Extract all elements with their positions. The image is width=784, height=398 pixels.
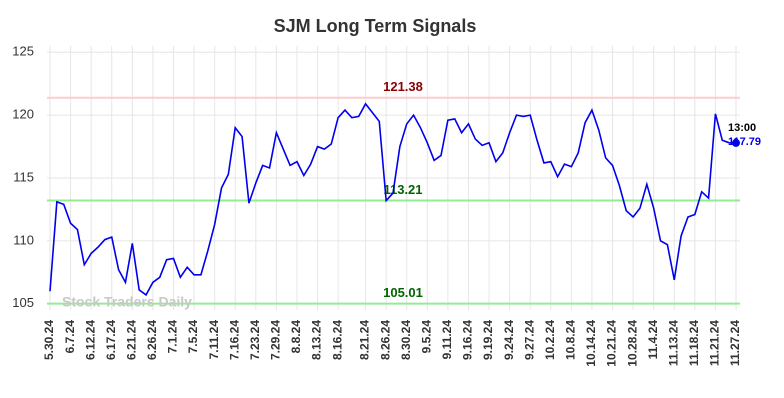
x-tick-label: 7.11.24 — [207, 320, 221, 360]
x-tick-label: 11.4.24 — [646, 320, 660, 360]
x-tick-label: 6.12.24 — [83, 320, 97, 360]
y-tick-label: 120 — [12, 107, 34, 122]
x-tick-label: 8.13.24 — [310, 320, 324, 360]
x-tick-label: 7.29.24 — [269, 320, 283, 360]
y-tick-label: 105 — [12, 295, 34, 310]
x-tick-label: 10.21.24 — [605, 320, 619, 367]
x-tick-label: 9.5.24 — [419, 320, 433, 354]
last-value-label: 117.79 — [728, 136, 761, 148]
x-tick-label: 9.24.24 — [502, 320, 516, 360]
x-tick-label: 11.21.24 — [708, 320, 722, 366]
watermark: Stock Traders Daily — [62, 294, 192, 310]
x-tick-label: 11.18.24 — [687, 320, 701, 366]
x-tick-label: 7.5.24 — [186, 320, 200, 354]
x-tick-label: 10.8.24 — [564, 320, 578, 360]
last-point — [732, 138, 740, 147]
x-tick-label: 10.2.24 — [543, 320, 557, 360]
x-tick-label: 6.21.24 — [124, 320, 138, 360]
x-tick-label: 8.21.24 — [358, 320, 372, 360]
x-tick-label: 7.1.24 — [166, 320, 180, 354]
x-tick-label: 9.27.24 — [522, 320, 536, 360]
x-tick-label: 10.14.24 — [584, 320, 598, 367]
y-tick-label: 125 — [12, 44, 34, 59]
reference-label: 105.01 — [383, 285, 423, 300]
x-tick-label: 6.26.24 — [145, 320, 159, 360]
x-tick-label: 8.16.24 — [330, 320, 344, 360]
x-tick-label: 7.23.24 — [248, 320, 262, 360]
reference-label: 121.38 — [383, 79, 423, 94]
price-line — [49, 102, 737, 297]
x-tick-label: 7.16.24 — [227, 320, 241, 360]
x-tick-label: 5.30.24 — [42, 320, 56, 360]
x-tick-label: 9.19.24 — [481, 320, 495, 360]
x-tick-label: 8.8.24 — [289, 320, 303, 354]
x-tick-label: 6.7.24 — [63, 320, 77, 354]
x-tick-label: 11.13.24 — [666, 320, 680, 366]
y-tick-label: 110 — [13, 232, 34, 247]
x-tick-label: 9.11.24 — [440, 320, 454, 360]
x-tick-label: 10.28.24 — [625, 320, 639, 367]
reference-label: 113.21 — [383, 182, 422, 197]
chart-title: SJM Long Term Signals — [274, 16, 477, 36]
x-tick-label: 6.17.24 — [104, 320, 118, 360]
x-tick-label: 8.26.24 — [378, 320, 392, 360]
x-tick-label: 11.27.24 — [728, 320, 742, 366]
x-tick-label: 9.16.24 — [461, 320, 475, 360]
x-tick-label: 8.30.24 — [399, 320, 413, 360]
last-time-label: 13:00 — [728, 122, 756, 134]
y-tick-label: 115 — [13, 169, 34, 184]
